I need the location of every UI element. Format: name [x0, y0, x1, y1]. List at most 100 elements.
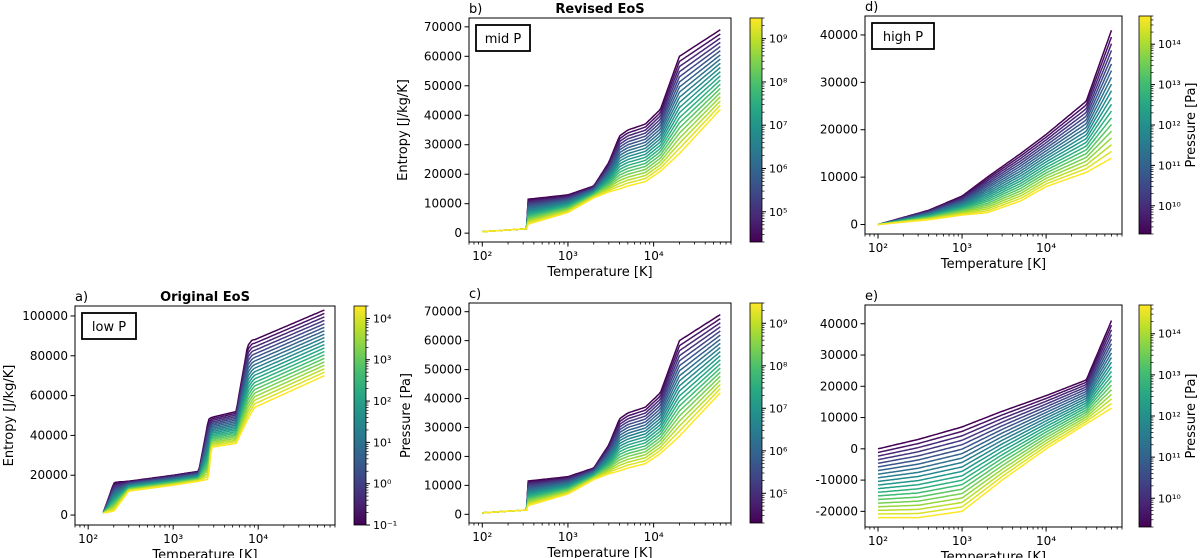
x-tick-label: 10²: [472, 530, 492, 544]
y-tick-label: 20000: [424, 167, 462, 181]
y-tick-label: 20000: [30, 468, 68, 482]
y-axis-label: Entropy [J/kg/K]: [2, 365, 17, 467]
series-line: [877, 380, 1113, 497]
series-line: [877, 398, 1112, 512]
y-tick-label: 0: [850, 442, 858, 456]
colorbar-tick-label: 10¹³: [1158, 79, 1181, 92]
series-line: [482, 334, 721, 514]
series-line: [877, 343, 1113, 468]
y-tick-label: 10000: [424, 478, 462, 492]
colorbar: [1138, 304, 1152, 528]
y-tick-label: 60000: [30, 389, 68, 403]
series-line: [482, 75, 721, 233]
colorbar-label: Pressure [Pa]: [399, 373, 414, 458]
y-tick-label: 40000: [820, 317, 858, 331]
series-line: [877, 329, 1113, 457]
x-tick-label: 10³: [558, 530, 578, 544]
colorbar-tick-label: 10¹²: [1158, 410, 1181, 423]
colorbar: [1138, 15, 1152, 235]
colorbar-tick-label: 10¹⁴: [1158, 38, 1181, 51]
y-tick-label: 50000: [424, 363, 462, 377]
plot-frame: [864, 304, 1123, 528]
x-tick-label: 10²: [472, 249, 492, 263]
series-line: [482, 29, 721, 233]
y-tick-label: 0: [454, 507, 462, 521]
x-tick-label: 10²: [868, 534, 888, 548]
colorbar-tick-label: 10¹¹: [1158, 451, 1181, 464]
colorbar-tick-label: 10¹⁰: [1158, 492, 1181, 505]
colorbar: [749, 17, 763, 243]
x-tick-label: 10³: [558, 249, 578, 263]
series-line: [482, 58, 721, 233]
series-line: [482, 367, 721, 514]
y-tick-label: 60000: [424, 334, 462, 348]
panel-letter: c): [469, 287, 481, 302]
y-tick-label: 100000: [22, 309, 68, 323]
panel-c: 10² 10³ 10⁴ 0 10000 20000 30000 40000 50000 60000…: [424, 287, 788, 558]
y-tick-label: 30000: [820, 348, 858, 362]
series-line: [878, 402, 1112, 515]
series-group: [102, 309, 325, 514]
series-group: [482, 313, 721, 514]
annotation-label: mid P: [485, 32, 522, 47]
panel-title: Revised EoS: [555, 2, 644, 17]
x-tick-label: 10³: [163, 532, 183, 546]
series-line: [877, 366, 1113, 486]
series-line: [482, 87, 721, 233]
x-tick-label: 10³: [952, 241, 972, 255]
series-group: [482, 29, 721, 233]
panel-letter: d): [865, 0, 878, 15]
series-line: [878, 389, 1113, 504]
series-line: [877, 370, 1113, 490]
series-group: [877, 29, 1113, 226]
series-line: [482, 330, 721, 514]
y-tick-label: 20000: [820, 123, 858, 137]
colorbar-tick-label: 10¹: [373, 436, 391, 449]
series-line: [482, 83, 721, 233]
series-line: [482, 108, 721, 233]
colorbar-tick-label: 10⁴: [373, 312, 392, 325]
x-tick-label: 10⁴: [1036, 534, 1056, 548]
series-line: [877, 361, 1113, 483]
x-axis-label: Temperature [K]: [546, 265, 652, 280]
y-tick-label: 30000: [820, 75, 858, 89]
y-tick-label: 20000: [820, 379, 858, 393]
y-tick-label: 10000: [820, 170, 858, 184]
y-tick-label: 70000: [424, 20, 462, 34]
y-tick-label: 20000: [424, 449, 462, 463]
series-line: [877, 384, 1113, 501]
y-tick-label: 0: [60, 508, 68, 522]
series-line: [482, 100, 721, 233]
y-tick-label: -10000: [815, 473, 858, 487]
panel-letter: e): [865, 289, 878, 304]
series-line: [482, 392, 721, 514]
y-tick-label: 10000: [820, 411, 858, 425]
colorbar-tick-label: 10⁹: [769, 33, 787, 46]
series-line: [877, 334, 1113, 461]
series-line: [877, 375, 1113, 494]
colorbar-tick-label: 10¹³: [1158, 369, 1181, 382]
y-tick-label: 0: [454, 226, 462, 240]
x-tick-label: 10⁴: [1036, 241, 1056, 255]
y-tick-label: 40000: [424, 392, 462, 406]
x-axis-label: Temperature [K]: [546, 546, 652, 558]
plot-frame: [74, 305, 336, 526]
colorbar: [353, 305, 367, 526]
series-line: [482, 71, 721, 233]
series-line: [877, 320, 1113, 450]
annotation-label: high P: [883, 30, 923, 45]
colorbar-tick-label: 10⁷: [769, 119, 787, 132]
series-line: [877, 393, 1112, 508]
colorbar-tick-label: 10⁸: [769, 360, 788, 373]
panel-d: 10² 10³ 10⁴ 0 10000 20000 30000 40000 Temperatur…: [820, 0, 1199, 272]
colorbar-tick-label: 10⁵: [769, 206, 787, 219]
y-tick-label: 30000: [424, 138, 462, 152]
series-line: [482, 388, 721, 514]
x-tick-label: 10²: [868, 241, 888, 255]
series-line: [877, 347, 1113, 472]
colorbar-tick-label: 10⁷: [769, 402, 787, 415]
annotation-box: [871, 22, 935, 50]
y-tick-label: 0: [850, 218, 858, 232]
panel-e: 10² 10³ 10⁴ -20000 -10000 0 10000 20000 30000 400…: [815, 289, 1199, 558]
plot-frame: [468, 17, 732, 243]
